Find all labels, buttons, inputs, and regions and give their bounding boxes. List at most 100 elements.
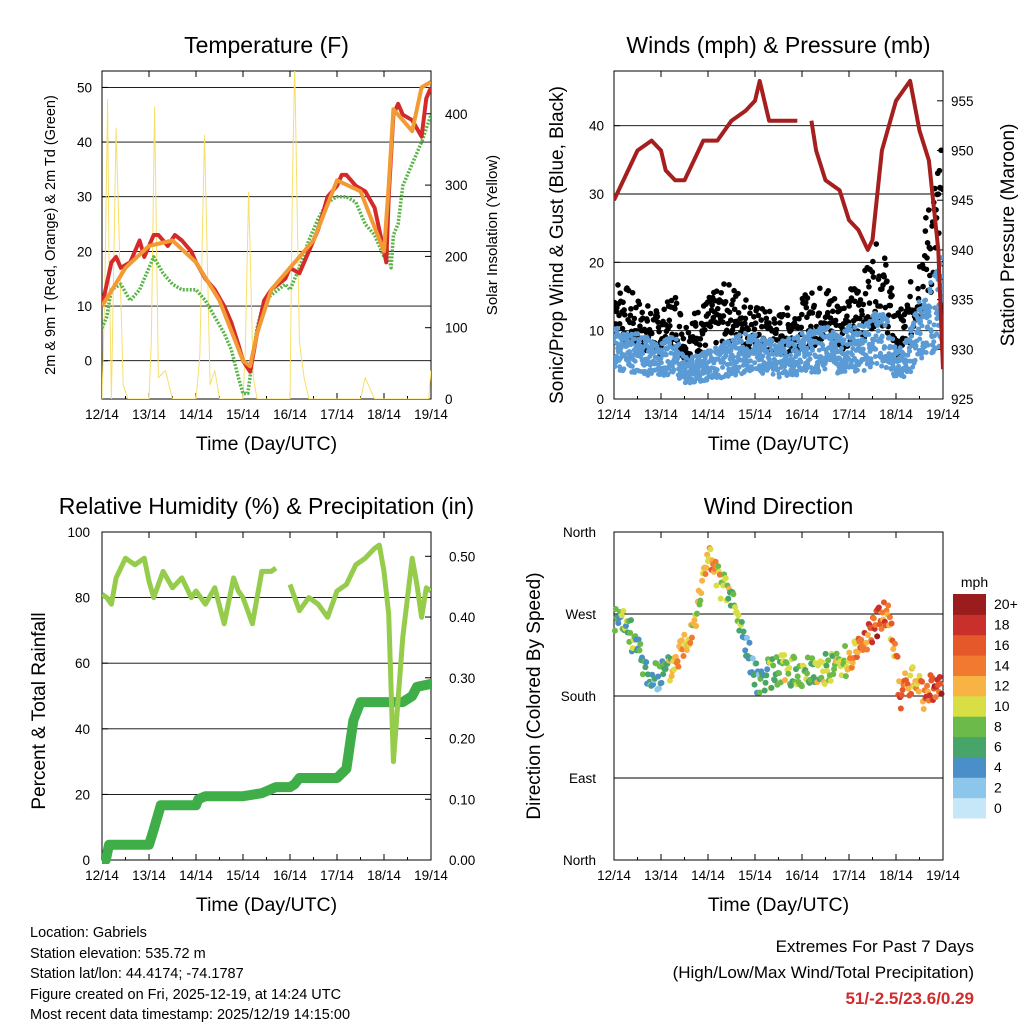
gust-point	[766, 320, 772, 326]
gust-point	[654, 313, 661, 320]
direction-point	[936, 673, 943, 680]
gust-point	[872, 299, 879, 305]
wind-point	[867, 364, 873, 370]
gust-point	[621, 307, 627, 313]
y-tick-label: East	[569, 771, 596, 786]
gust-point	[637, 323, 643, 330]
gust-point	[884, 330, 891, 336]
gust-point	[758, 317, 765, 323]
wind-point	[752, 360, 758, 366]
wind-point	[861, 367, 867, 373]
gust-point	[866, 300, 873, 306]
y2-tick-label: 945	[951, 193, 974, 208]
x-tick-label: 17/14	[320, 868, 354, 883]
wind-point	[882, 344, 888, 350]
wind-points	[614, 255, 943, 386]
wind-point	[849, 352, 855, 358]
colorbar-label: 14	[994, 657, 1010, 673]
wind-point	[794, 368, 800, 374]
direction-point	[831, 666, 838, 673]
wind-point	[833, 339, 839, 345]
wind-point	[708, 349, 714, 355]
wind-point	[640, 350, 646, 356]
direction-point	[849, 659, 856, 666]
direction-point	[655, 685, 662, 692]
x-axis-label: Time (Day/UTC)	[708, 894, 849, 916]
wind-point	[804, 365, 810, 371]
direction-point	[761, 687, 768, 694]
gust-point	[832, 317, 839, 324]
direction-point	[785, 670, 792, 677]
wind-point	[727, 361, 733, 367]
direction-point	[730, 591, 737, 598]
wind-point	[657, 372, 663, 378]
x-tick-label: 19/14	[926, 407, 960, 422]
wind-point	[632, 358, 638, 364]
wind-point	[752, 332, 758, 338]
winds-pressure-panel: Winds (mph) & Pressure (mb) 12/14 13/14 14/…	[547, 32, 1019, 455]
direction-point	[725, 595, 732, 602]
y2-tick-label: 0.00	[449, 853, 475, 868]
direction-point	[825, 657, 832, 664]
gust-point	[766, 308, 773, 315]
extremes-title: Extremes For Past 7 Days	[775, 937, 974, 956]
x-tick-label: 19/14	[414, 868, 448, 883]
wind-point	[928, 329, 934, 335]
gust-point	[619, 325, 626, 332]
direction-point	[864, 646, 871, 653]
gust-point	[859, 311, 865, 318]
colorbar-label: 4	[994, 759, 1002, 775]
direction-point	[891, 640, 898, 647]
gust-point	[739, 325, 746, 332]
x-tick-label: 19/14	[926, 868, 960, 883]
gust-point	[777, 320, 783, 326]
wind-point	[916, 326, 922, 332]
gust-point	[720, 319, 726, 325]
direction-point	[753, 660, 760, 667]
y-tick-label: 0	[84, 354, 92, 369]
wind-direction-panel: Wind Direction 12/14 13/14 14/14 15/14 16/14 1…	[524, 493, 1018, 916]
gust-point	[920, 283, 926, 290]
direction-point	[762, 679, 769, 686]
wind-point	[875, 328, 881, 334]
direction-point	[722, 575, 729, 582]
direction-point	[771, 677, 778, 684]
x-tick-label: 17/14	[832, 407, 866, 422]
wind-point	[682, 366, 688, 372]
gust-point	[925, 207, 932, 213]
wind-point	[913, 343, 919, 349]
wind-point	[854, 367, 860, 373]
gust-point	[773, 326, 780, 333]
direction-point	[756, 689, 763, 696]
wind-point	[862, 338, 868, 344]
wind-point	[866, 331, 872, 337]
chart-title: Winds (mph) & Pressure (mb)	[626, 32, 930, 58]
direction-point	[642, 664, 649, 671]
gust-point	[655, 324, 662, 331]
x-tick-label: 13/14	[644, 868, 678, 883]
wind-point	[923, 297, 929, 303]
y-tick-label: 80	[75, 591, 90, 606]
wind-point	[738, 339, 744, 345]
direction-point	[620, 607, 627, 614]
colorbar-label: 10	[994, 698, 1010, 714]
wind-point	[926, 309, 932, 315]
gust-point	[798, 324, 805, 331]
x-tick-label: 18/14	[879, 868, 913, 883]
x-tick-label: 13/14	[132, 407, 166, 422]
gust-point	[907, 293, 913, 300]
gust-point	[857, 297, 864, 303]
y-tick-label: 20	[77, 244, 92, 259]
gust-point	[745, 326, 752, 333]
gust-point	[677, 311, 684, 318]
wind-point	[658, 360, 664, 366]
wind-point	[860, 346, 866, 352]
wind-point	[873, 333, 879, 339]
direction-point	[803, 670, 810, 677]
direction-point	[896, 678, 903, 685]
direction-point	[926, 692, 933, 699]
y2-tick-label: 400	[445, 107, 468, 122]
wind-point	[796, 339, 802, 345]
gust-point	[923, 266, 930, 273]
y-axis-label: Direction (Colored By Speed)	[524, 572, 545, 819]
